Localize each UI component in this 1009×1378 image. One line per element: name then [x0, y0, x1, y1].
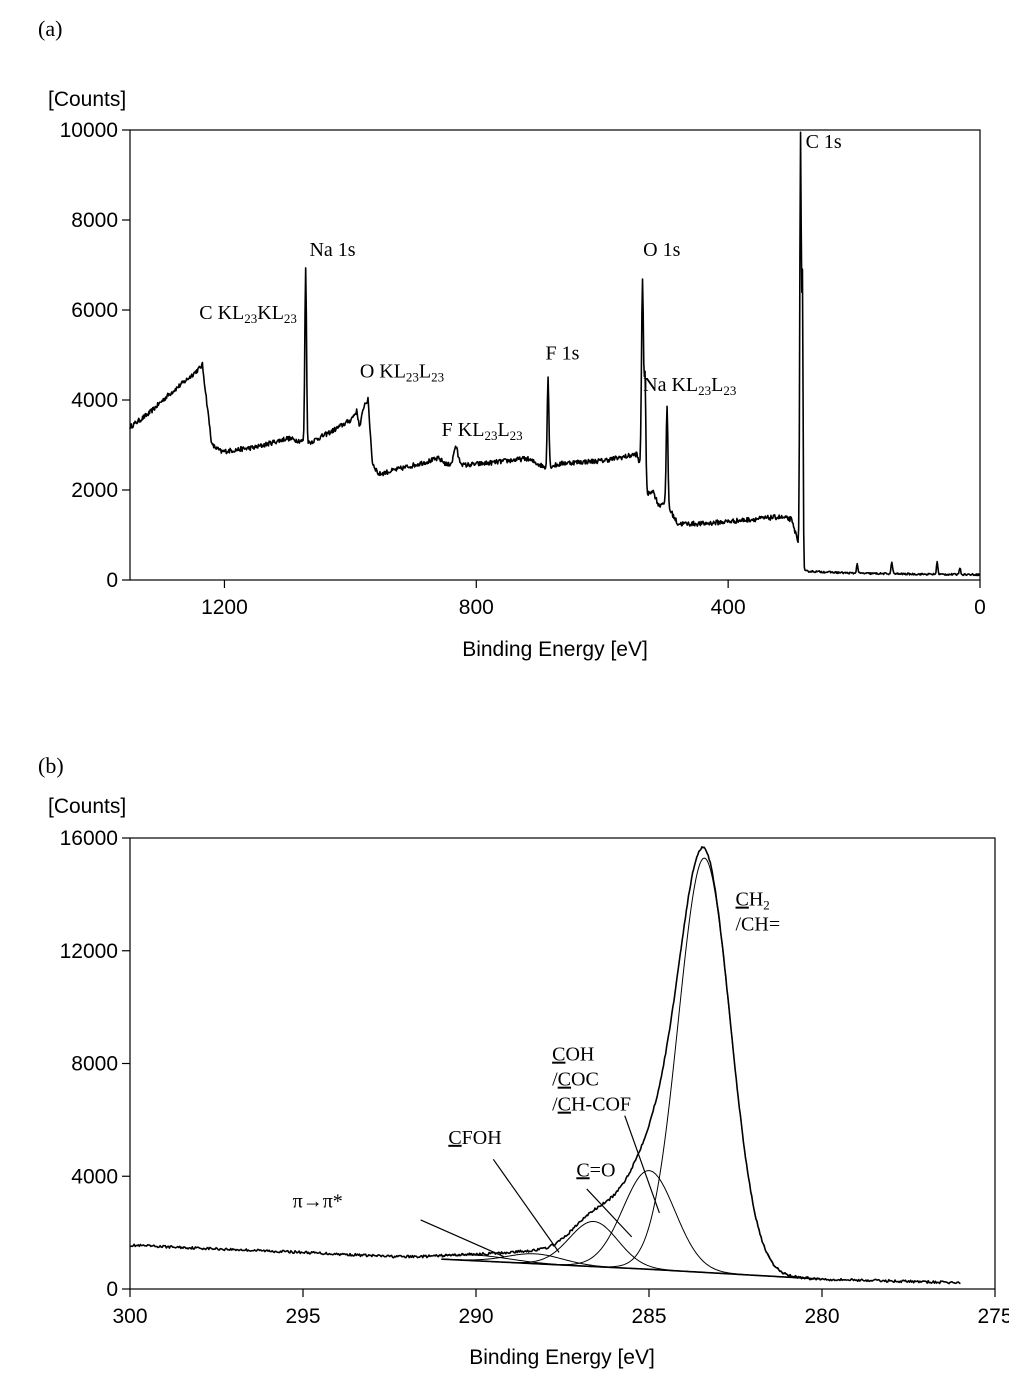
x-tick-label: 400	[711, 596, 746, 619]
x-tick-label: 285	[631, 1305, 666, 1328]
survey-spectrum-line	[129, 131, 981, 577]
xlabel-a: Binding Energy [eV]	[462, 638, 648, 661]
peak-label-okll: O KL23L23	[360, 361, 444, 385]
y-tick-label: 6000	[71, 299, 118, 322]
peak-label-coh: /COC	[552, 1069, 599, 1091]
c1s-spectrum-line	[129, 846, 961, 1285]
x-tick-label: 800	[459, 596, 494, 619]
peak-label-cfoh: CFOH	[448, 1127, 501, 1149]
y-tick-label: 12000	[60, 940, 118, 963]
ylabel-b: [Counts]	[48, 795, 126, 818]
peak-label-ch2: /CH=	[736, 914, 781, 936]
x-tick-label: 295	[285, 1305, 320, 1328]
x-tick-label: 280	[804, 1305, 839, 1328]
fit-component-line	[441, 1254, 822, 1280]
x-tick-label: 290	[458, 1305, 493, 1328]
x-tick-label: 275	[977, 1305, 1009, 1328]
peak-label-fkll: F KL23L23	[442, 419, 523, 443]
peak-label-pi: π→π*	[293, 1190, 343, 1212]
annotation-leader-coh	[624, 1115, 660, 1214]
fit-component-line	[441, 1220, 822, 1280]
peak-label-ch2: CH2	[736, 889, 770, 913]
peak-label-nakll: Na KL23L23	[643, 374, 736, 398]
peak-label-coh: COH	[552, 1044, 594, 1066]
plot-b: 0 4000 8000 12000 16000 300 295 290 285 280 275 CH2…	[60, 827, 1009, 1328]
y-tick-label: 2000	[71, 479, 118, 502]
annotation-leader-pi	[420, 1219, 504, 1258]
annotation-leader-cfoh	[492, 1158, 560, 1253]
peak-label-f1s: F 1s	[546, 343, 580, 365]
peak-label-na1s: Na 1s	[309, 239, 355, 261]
y-tick-label: 0	[106, 1278, 118, 1301]
y-tick-label: 8000	[71, 1053, 118, 1076]
x-tick-label: 300	[112, 1305, 147, 1328]
y-tick-label: 0	[106, 569, 118, 592]
y-tick-label: 8000	[71, 209, 118, 232]
peak-label-c1s: C 1s	[806, 131, 842, 153]
fit-component-line	[441, 1170, 822, 1280]
panel-label-a: (a)	[38, 16, 62, 41]
x-tick-label: 0	[974, 596, 986, 619]
plot-frame	[129, 129, 981, 581]
peak-label-o1s: O 1s	[643, 239, 680, 261]
x-tick-label: 1200	[201, 596, 248, 619]
y-tick-label: 10000	[60, 119, 118, 142]
peak-label-coh: /CH-COF	[552, 1094, 631, 1116]
y-tick-label: 4000	[71, 1165, 118, 1188]
peak-label-ckll: C KL23KL23	[199, 302, 297, 326]
xlabel-b: Binding Energy [eV]	[469, 1346, 655, 1369]
y-tick-label: 16000	[60, 827, 118, 850]
y-tick-label: 4000	[71, 389, 118, 412]
peak-label-co: C=O	[576, 1159, 615, 1181]
ylabel-a: [Counts]	[48, 88, 126, 111]
annotation-leader-co	[586, 1188, 633, 1238]
panel-label-b: (b)	[38, 753, 64, 778]
